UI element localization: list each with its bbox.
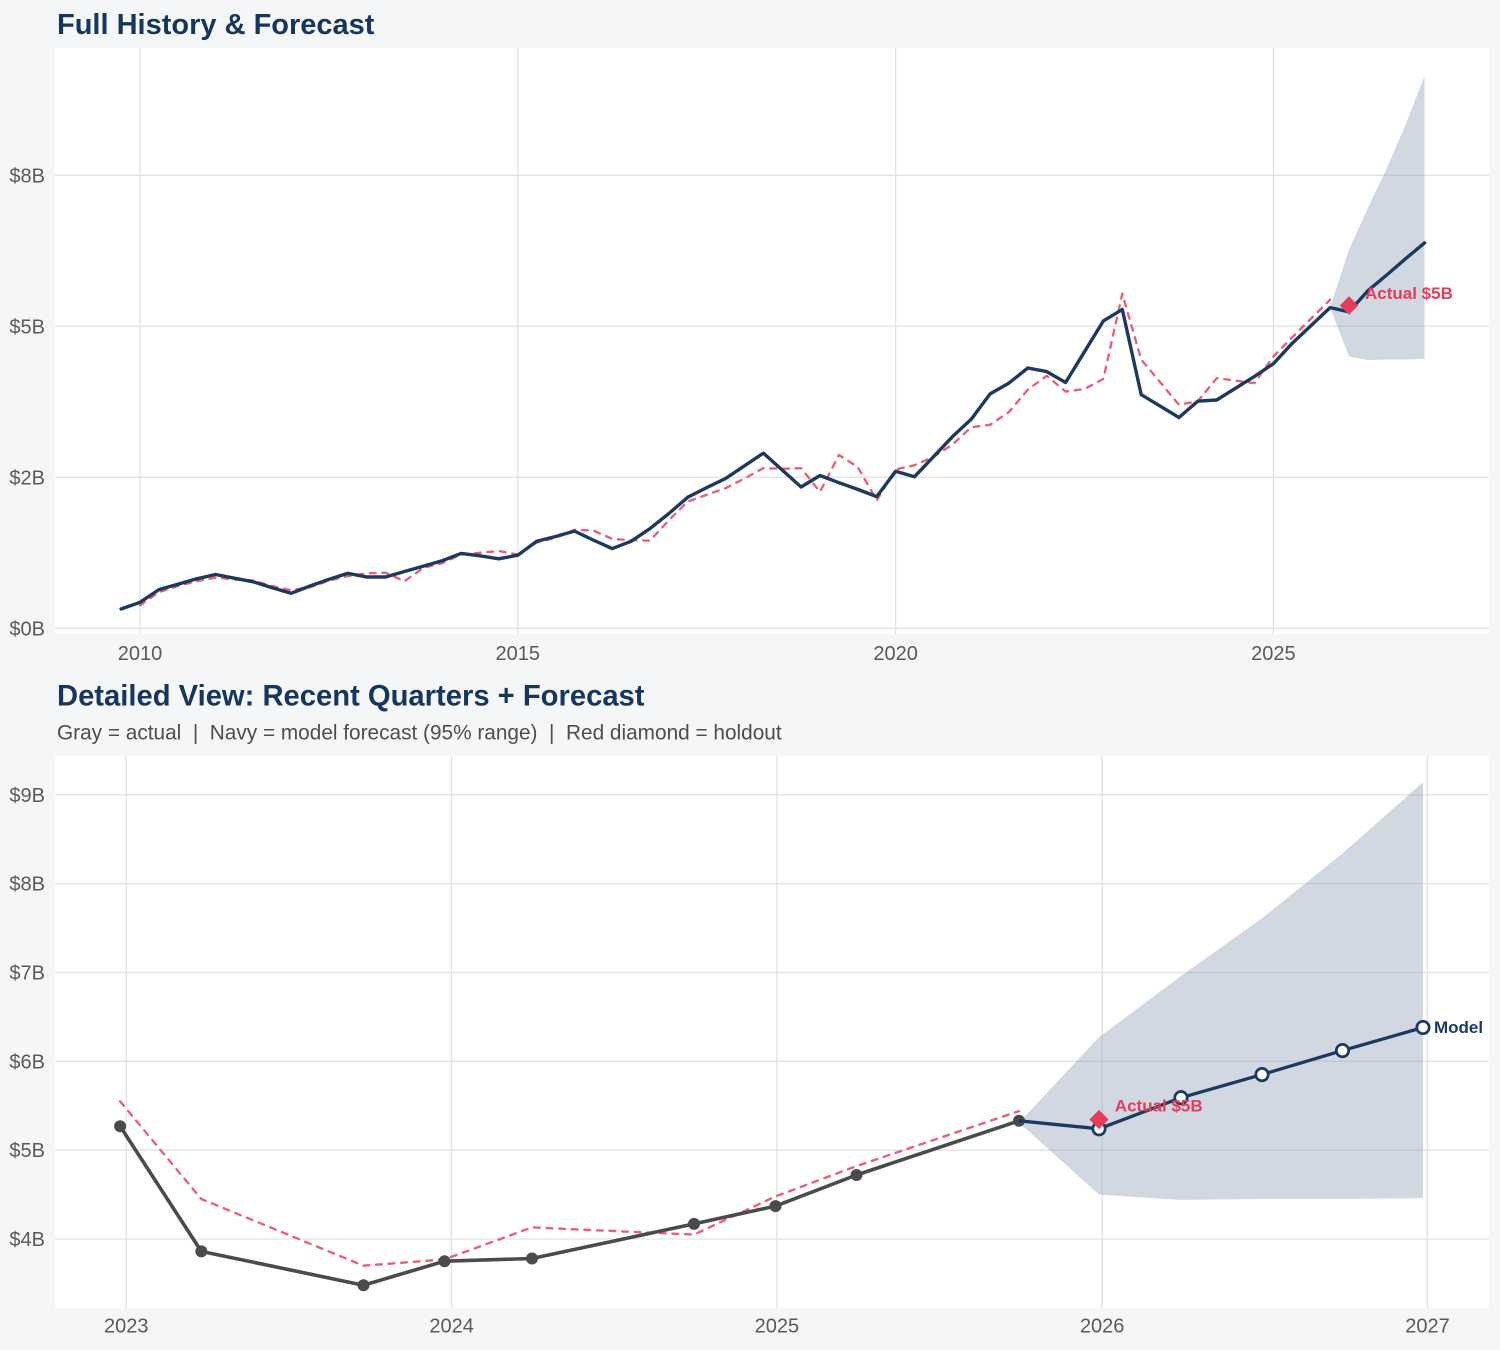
svg-text:$4B: $4B: [9, 1229, 45, 1251]
svg-text:Gray = actual | Navy = model: Gray = actual | Navy = model forecast (9…: [57, 722, 782, 745]
svg-text:2026: 2026: [1080, 1316, 1125, 1338]
svg-text:2024: 2024: [429, 1316, 474, 1338]
svg-text:$2B: $2B: [9, 467, 45, 489]
svg-text:Detailed View: Recent Quarters: Detailed View: Recent Quarters + Forecas…: [57, 681, 645, 713]
svg-text:2015: 2015: [496, 643, 541, 665]
svg-text:Model: Model: [1434, 1018, 1483, 1037]
svg-text:2023: 2023: [104, 1316, 149, 1338]
svg-text:$7B: $7B: [9, 963, 45, 985]
svg-text:$8B: $8B: [9, 874, 45, 896]
svg-text:Actual $5B: Actual $5B: [1365, 284, 1453, 303]
svg-text:$8B: $8B: [9, 165, 45, 187]
svg-text:Actual $5B: Actual $5B: [1115, 1097, 1203, 1116]
svg-text:$6B: $6B: [9, 1051, 45, 1073]
svg-text:2020: 2020: [873, 643, 918, 665]
svg-text:Full History & Forecast: Full History & Forecast: [57, 9, 375, 41]
svg-text:$5B: $5B: [9, 316, 45, 338]
svg-text:2025: 2025: [1251, 643, 1296, 665]
svg-text:$0B: $0B: [9, 618, 45, 640]
svg-text:$5B: $5B: [9, 1140, 45, 1162]
svg-text:2010: 2010: [118, 643, 163, 665]
svg-text:2025: 2025: [755, 1316, 800, 1338]
svg-text:2027: 2027: [1405, 1316, 1450, 1338]
svg-text:$9B: $9B: [9, 785, 45, 807]
